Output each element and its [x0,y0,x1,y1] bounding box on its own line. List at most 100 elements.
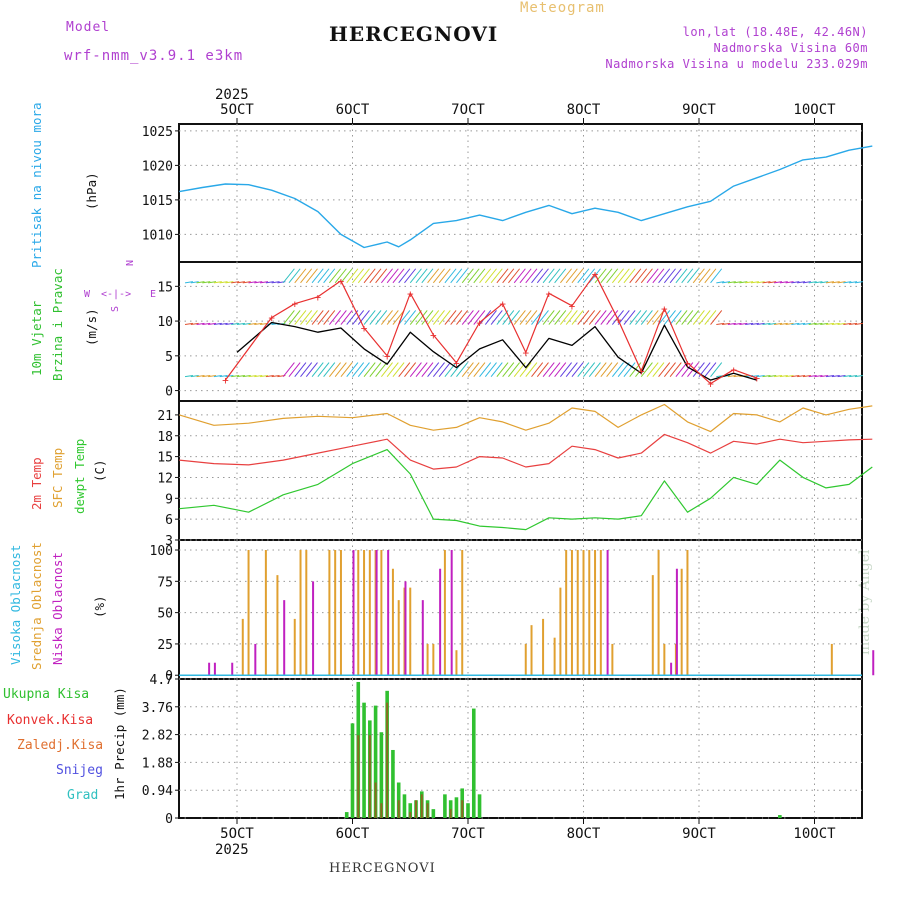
wind-barb [554,268,567,284]
wind-barb [329,268,341,284]
wind-barb [508,268,521,284]
cloud-ylabel-3: Niska Oblacnost [50,552,65,665]
wind-barb [409,310,422,325]
wind-ytick-label: 15 [157,280,173,295]
top-date-label: 5OCT [220,102,254,118]
legend-grad: Grad [67,788,98,803]
wind-barb [837,374,846,378]
wind-barb [640,362,653,377]
wind-barb [323,310,336,325]
precip-bar-conv [368,735,371,818]
wind-barb [629,268,642,284]
wind-barb [386,268,399,284]
wind-barb [323,268,336,284]
wind-barb [774,322,783,326]
wind-barb [785,322,794,326]
wind-barb [669,268,682,284]
bottom-date-label: 8OCT [567,826,601,842]
wind-gust-line [224,273,758,385]
wind-barb [739,322,748,326]
wind-barb [380,362,393,377]
wind-barb [473,268,486,284]
wind-barb [762,281,771,284]
wind-barb [814,374,823,378]
wind-barb [594,310,607,325]
wind-barb [271,281,280,284]
wind-barb [484,310,497,325]
precip-ytick-label: 2.82 [142,729,173,744]
wind-barb [502,310,515,325]
temp-ytick-label: 9 [165,492,173,507]
wind-barb [652,362,665,377]
wind-barb [831,281,840,284]
wind-barb [588,310,601,325]
wind-barb [704,268,717,284]
wind-barb [340,310,353,325]
wind-barb [791,281,800,284]
wind-barb [225,374,234,378]
wind-gust-marker: + [592,268,599,281]
wind-barb [536,362,549,377]
model-name: wrf-nmm_v3.9.1 e3km [64,48,244,64]
wind-barb [421,310,434,325]
wind-barb [716,281,725,284]
wind-barb [611,310,624,325]
wind-speed-line [236,321,757,381]
wind-barb [640,268,653,284]
wind-barb [329,362,341,377]
wind-barb [352,268,365,284]
wind-barb [513,268,526,284]
precip-bar-total [778,815,782,818]
model-elevation-label: Nadmorska Visina u modelu 233.029m [605,57,868,71]
wind-barb [687,310,700,325]
wind-barb [380,268,393,284]
wind-barb [265,281,274,284]
precip-ytick-label: 1.88 [142,756,173,771]
wind-barb [623,310,636,325]
wind-barb [745,322,754,326]
wind-barb [837,322,846,326]
wind-barb [739,281,748,284]
bottom-date-label: 9OCT [682,826,716,842]
cloud-ytick-label: 75 [157,575,173,590]
wind-barb [508,362,521,377]
wind-barb [606,268,619,284]
wind-barb [421,362,434,377]
precip-bar-conv [426,803,429,818]
wind-barb [583,268,596,284]
wind-barb [808,374,817,378]
compass-e: E [150,289,156,300]
wind-barb [340,268,353,284]
wind-barb [254,374,263,378]
pressure-ytick-label: 1020 [142,159,173,174]
wind-barb [479,268,492,284]
cloud-unit: (%) [92,595,107,618]
wind-barb [375,310,388,325]
temp-ytick-label: 6 [165,513,173,528]
wind-barb [294,310,307,325]
wind-barb [606,310,619,325]
wind-barb [260,374,269,378]
wind-barb [254,281,263,284]
wind-barb [629,310,642,325]
wind-barb [427,310,440,325]
wind-barb [490,310,503,325]
wind-barb [797,281,806,284]
wind-barb [490,362,503,377]
wind-barb [288,362,301,377]
top-date-label: 7OCT [451,102,485,118]
wind-barb [640,310,653,325]
wind-barb [606,362,619,377]
cloud-ytick-label: 25 [157,638,173,653]
wind-barb [831,322,840,326]
wind-barb [525,362,538,377]
wind-barb [369,310,382,325]
wind-barb [745,281,754,284]
legend-frozen: Zaledj.Kisa [17,738,103,753]
precip-bar-total [466,803,470,818]
compass-arrows: <-|-> [101,289,131,300]
temp-ytick-label: 3 [165,534,173,549]
wind-barb [774,374,783,378]
wind-barb [363,362,376,377]
wind-barb [849,374,858,378]
